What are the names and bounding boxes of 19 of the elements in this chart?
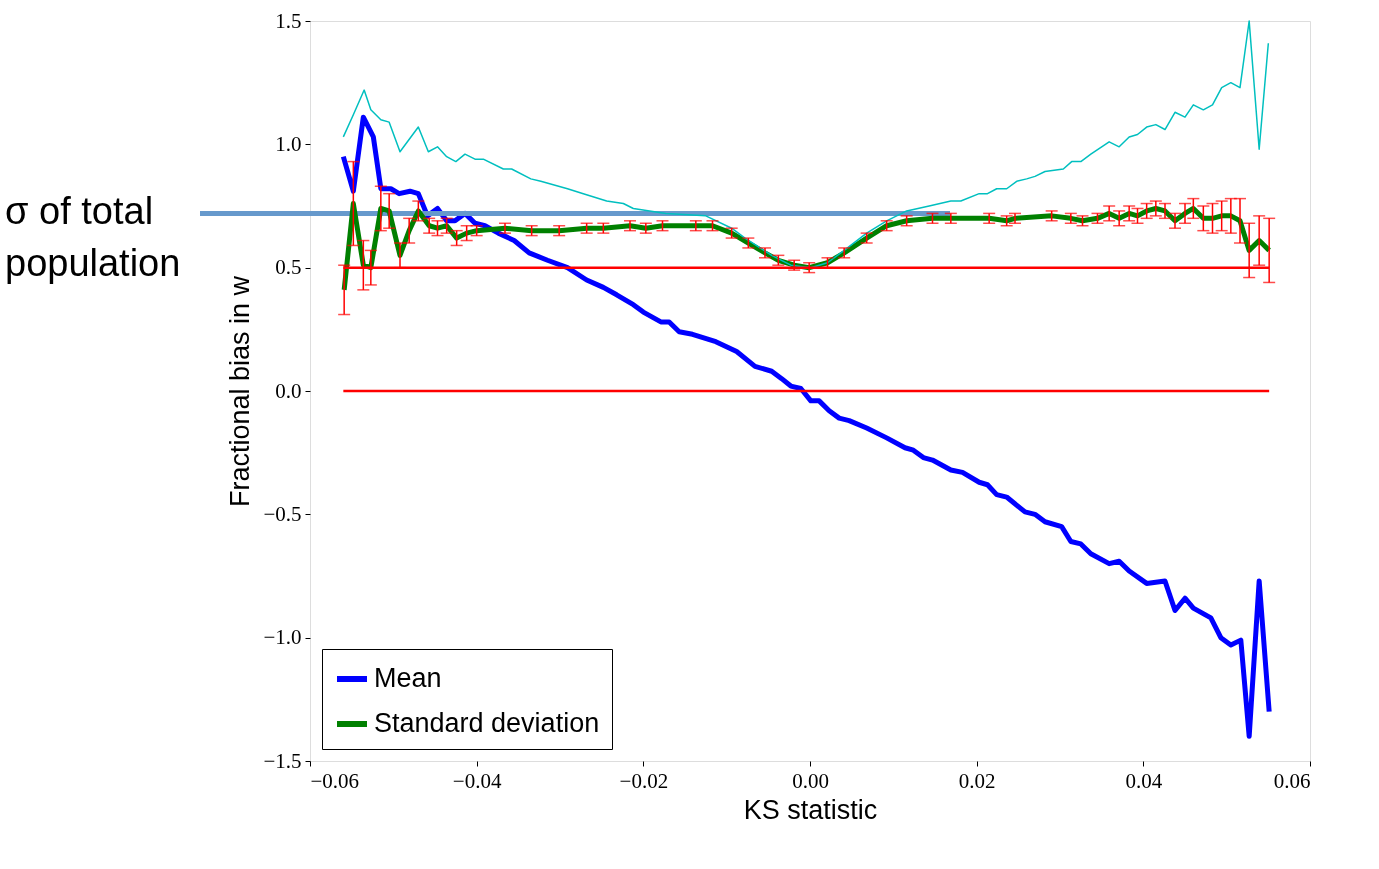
x-tick-label: 0.06	[1273, 768, 1311, 793]
ref-line-label: σ of total population	[5, 190, 181, 285]
y-tick-label: 0.0	[275, 378, 302, 403]
legend-label: Mean	[374, 663, 442, 693]
y-tick-label: −0.5	[263, 501, 302, 526]
y-tick-label: 1.0	[275, 131, 302, 156]
x-tick-label: 0.04	[1125, 768, 1163, 793]
y-tick-label: −1.5	[263, 748, 302, 773]
x-axis-title: KS statistic	[743, 794, 878, 825]
y-axis-title: Fractional bias in w	[225, 275, 256, 508]
x-tick-label: −0.04	[452, 768, 502, 793]
x-tick-label: −0.06	[310, 768, 360, 793]
y-tick-label: 1.5	[275, 8, 302, 33]
x-tick-label: 0.02	[958, 768, 996, 793]
legend-label: Standard deviation	[374, 708, 600, 738]
y-tick-label: 0.5	[275, 255, 302, 280]
x-tick-label: 0.00	[792, 768, 829, 793]
x-tick-label: −0.02	[619, 768, 669, 793]
y-tick-label: −1.0	[263, 625, 302, 650]
